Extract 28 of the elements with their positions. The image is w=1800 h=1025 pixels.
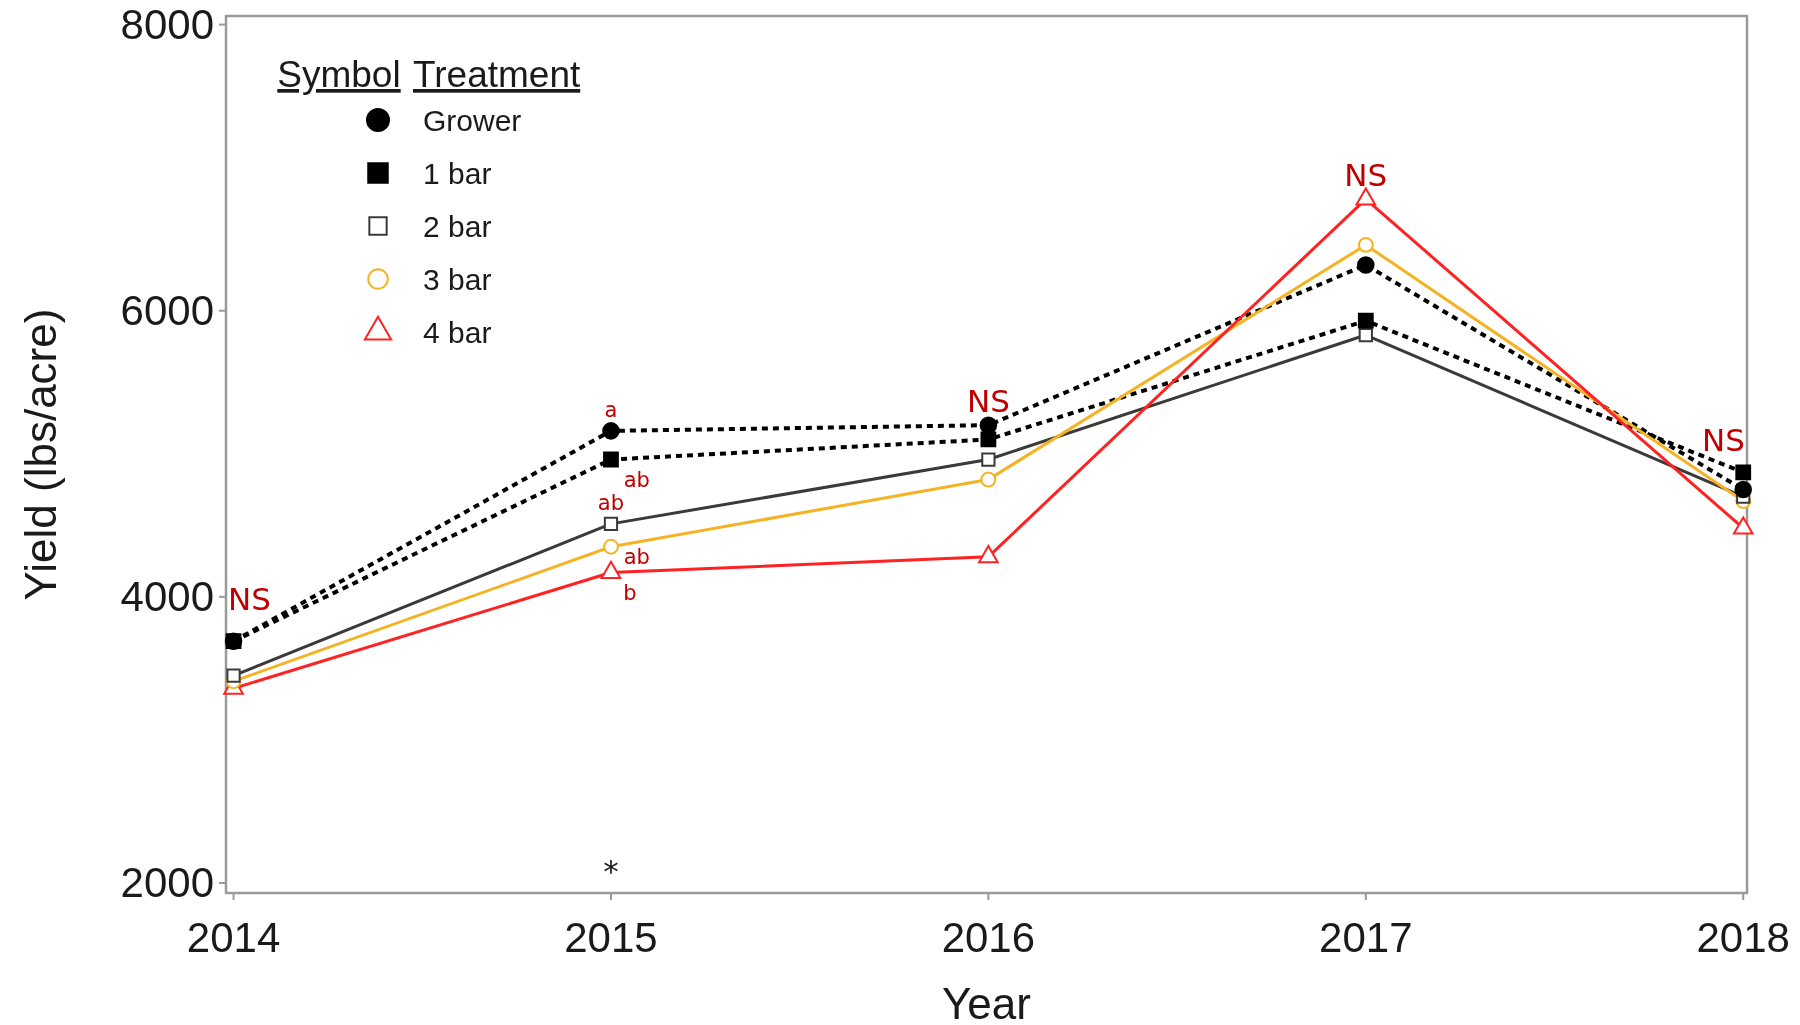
annotation: * bbox=[603, 853, 619, 889]
y-tick-label: 2000 bbox=[120, 859, 214, 907]
y-tick-label: 8000 bbox=[120, 1, 214, 49]
annotation: NS bbox=[1344, 156, 1388, 193]
annotation: NS bbox=[228, 580, 271, 617]
annotation: b bbox=[623, 580, 637, 605]
annotation: NS bbox=[1702, 421, 1745, 458]
annotation: ab bbox=[597, 491, 625, 516]
annotation: Symbol bbox=[277, 54, 401, 95]
annotation: a bbox=[604, 398, 618, 423]
legend-title: Treatment bbox=[413, 54, 581, 95]
y-axis-title: Yield (lbs/acre) bbox=[15, 308, 65, 601]
legend-label: 1 bar bbox=[423, 156, 492, 190]
legend-label: 3 bar bbox=[423, 262, 492, 296]
y-tick-label: 6000 bbox=[120, 287, 214, 335]
x-tick-label: 2015 bbox=[564, 913, 658, 961]
x-tick-label: 2017 bbox=[1319, 913, 1413, 961]
y-tick-label: 4000 bbox=[120, 573, 214, 621]
annotation: ab bbox=[623, 467, 650, 492]
x-axis-title: Year bbox=[942, 978, 1031, 1025]
x-tick-label: 2016 bbox=[941, 913, 1036, 961]
x-tick-label: 2018 bbox=[1696, 913, 1790, 961]
annotation: NS bbox=[966, 382, 1010, 419]
annotation: ab bbox=[623, 544, 650, 569]
legend-label: 4 bar bbox=[423, 315, 492, 349]
legend-label: 2 bar bbox=[423, 209, 492, 243]
legend-label: Grower bbox=[423, 103, 522, 137]
x-tick-label: 2014 bbox=[186, 913, 281, 961]
